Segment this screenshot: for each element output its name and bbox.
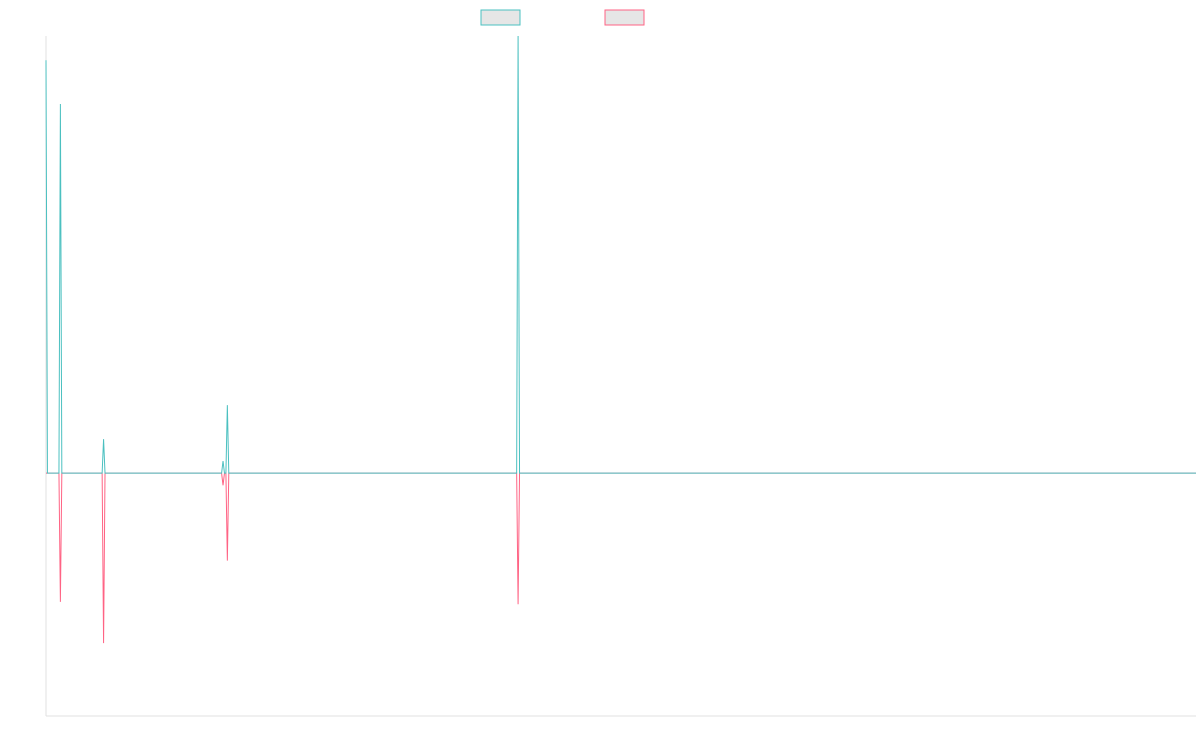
legend-swatch-series-2[interactable]	[604, 9, 645, 26]
series-1-line	[45, 35, 1196, 474]
series-2-line	[46, 472, 1196, 644]
axes	[45, 36, 1196, 717]
legend-swatch-series-1[interactable]	[480, 9, 521, 26]
series-layer	[45, 35, 1196, 644]
legend	[480, 9, 645, 26]
